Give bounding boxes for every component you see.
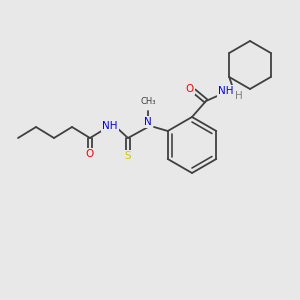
- Text: CH₃: CH₃: [140, 97, 156, 106]
- Text: O: O: [86, 149, 94, 159]
- Text: O: O: [186, 84, 194, 94]
- Text: S: S: [125, 151, 131, 161]
- Text: N: N: [144, 117, 152, 127]
- Text: H: H: [235, 91, 243, 101]
- Text: NH: NH: [218, 86, 234, 96]
- Text: NH: NH: [102, 121, 118, 131]
